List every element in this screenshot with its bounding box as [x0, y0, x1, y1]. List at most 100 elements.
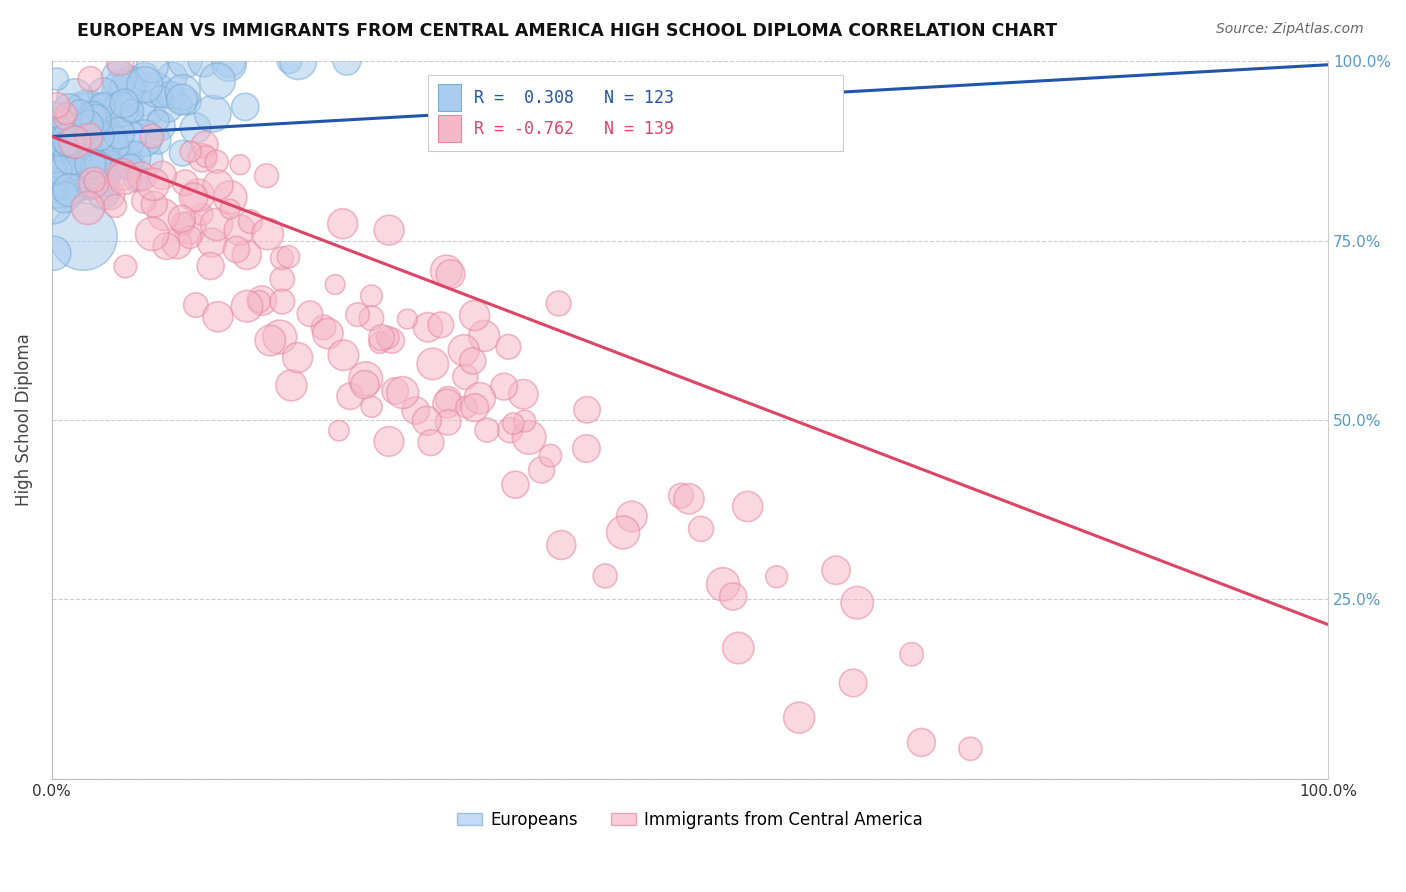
- Point: [77, 130, 100, 145]
- Point: [172, 146, 194, 161]
- Point: [336, 54, 359, 69]
- Point: [787, 711, 810, 725]
- Point: [205, 218, 228, 232]
- Point: [453, 343, 475, 358]
- Point: [846, 596, 869, 610]
- Point: [55, 106, 77, 120]
- Point: [193, 54, 215, 69]
- Point: [219, 202, 242, 216]
- Point: [159, 88, 181, 103]
- Point: [93, 87, 115, 101]
- Bar: [439, 115, 461, 142]
- Point: [669, 489, 692, 503]
- Point: [112, 96, 135, 111]
- Point: [205, 154, 228, 169]
- Point: [58, 133, 80, 147]
- Point: [405, 403, 427, 417]
- Point: [172, 217, 194, 231]
- Point: [112, 83, 135, 97]
- Point: [368, 335, 391, 350]
- Point: [346, 308, 368, 322]
- Point: [472, 329, 495, 343]
- Point: [550, 538, 572, 552]
- Point: [437, 415, 460, 429]
- Point: [225, 243, 247, 257]
- Point: [439, 267, 461, 281]
- Point: [150, 169, 173, 183]
- Point: [505, 477, 527, 491]
- Point: [62, 118, 84, 132]
- Point: [612, 525, 634, 540]
- Point: [89, 120, 111, 135]
- Point: [236, 248, 259, 262]
- Point: [436, 396, 458, 410]
- Point: [58, 103, 80, 117]
- Point: [104, 199, 127, 213]
- Y-axis label: High School Diploma: High School Diploma: [15, 334, 32, 507]
- Point: [104, 138, 127, 153]
- Point: [233, 100, 256, 114]
- Point: [90, 158, 112, 172]
- Point: [332, 217, 354, 231]
- Point: [91, 153, 114, 167]
- Point: [53, 112, 76, 127]
- Point: [110, 102, 132, 116]
- Point: [97, 158, 120, 172]
- Point: [416, 414, 439, 428]
- Point: [84, 112, 107, 127]
- Point: [56, 132, 79, 146]
- Point: [172, 85, 194, 99]
- Point: [111, 167, 134, 181]
- Point: [155, 239, 177, 253]
- Point: [475, 423, 498, 437]
- Point: [129, 172, 152, 186]
- Point: [464, 309, 486, 323]
- Point: [118, 156, 141, 170]
- Point: [271, 272, 294, 286]
- Point: [316, 326, 339, 341]
- Point: [63, 135, 86, 149]
- Point: [125, 172, 148, 186]
- Point: [58, 183, 80, 197]
- Point: [149, 119, 172, 133]
- Point: [538, 449, 561, 463]
- Point: [620, 509, 643, 524]
- Point: [513, 414, 536, 428]
- Point: [900, 647, 922, 661]
- Point: [107, 59, 129, 73]
- Point: [170, 93, 193, 107]
- Point: [287, 351, 309, 365]
- Point: [229, 158, 252, 172]
- Point: [456, 400, 478, 414]
- Point: [247, 294, 270, 309]
- Point: [498, 340, 520, 354]
- Point: [49, 119, 72, 133]
- Point: [179, 230, 201, 244]
- Point: [219, 190, 242, 204]
- Point: [464, 401, 486, 415]
- Text: R =  0.308   N = 123: R = 0.308 N = 123: [474, 88, 675, 107]
- Point: [422, 357, 444, 371]
- Point: [825, 563, 848, 577]
- Point: [200, 259, 222, 273]
- Point: [145, 83, 167, 97]
- Point: [42, 166, 65, 180]
- Point: [146, 134, 169, 148]
- Point: [910, 735, 932, 749]
- Point: [93, 186, 115, 200]
- Point: [66, 153, 89, 167]
- Point: [118, 114, 141, 128]
- Point: [184, 121, 207, 136]
- Point: [131, 169, 153, 184]
- Point: [236, 299, 259, 313]
- Point: [134, 131, 156, 145]
- Point: [45, 157, 67, 171]
- Point: [83, 176, 105, 190]
- Point: [183, 190, 205, 204]
- Point: [250, 293, 273, 308]
- Point: [170, 211, 193, 226]
- Point: [277, 250, 299, 264]
- Point: [45, 148, 67, 162]
- Point: [136, 102, 159, 116]
- Point: [91, 98, 114, 112]
